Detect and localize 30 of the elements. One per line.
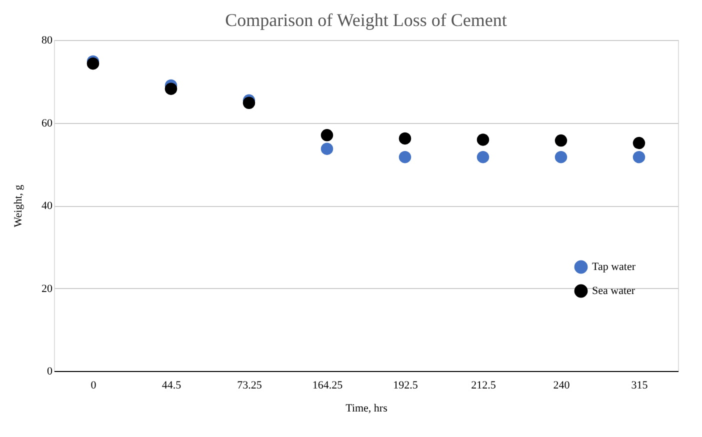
chart-title: Comparison of Weight Loss of Cement	[225, 10, 507, 30]
point	[632, 150, 646, 164]
point	[476, 150, 490, 164]
point	[164, 82, 178, 95]
point	[320, 142, 334, 155]
point	[476, 134, 490, 146]
point	[554, 134, 568, 147]
point	[242, 96, 256, 109]
y-tick-label: 0	[47, 366, 53, 378]
x-tick-label: 73.25	[237, 380, 262, 392]
x-axis-title: Time, hrs	[346, 402, 388, 414]
point	[398, 132, 412, 145]
legend-label: Tap water	[592, 261, 636, 273]
x-tick-label: 315	[631, 380, 648, 392]
y-tick-label: 80	[42, 34, 53, 46]
point	[320, 129, 334, 142]
point	[398, 150, 412, 164]
x-tick-label: 192.5	[393, 380, 418, 392]
y-axis-title: Weight, g	[12, 184, 24, 228]
point	[632, 136, 646, 150]
y-tick-label: 40	[42, 200, 53, 212]
y-tick-label: 60	[42, 117, 53, 130]
x-tick-label: 240	[553, 380, 570, 392]
y-tick-label: 20	[42, 282, 53, 295]
x-tick-label: 44.5	[162, 380, 182, 392]
x-tick-label: 0	[90, 380, 97, 392]
point	[554, 150, 568, 164]
x-tick-label: 164.25	[312, 380, 344, 392]
x-tick-label: 212.5	[471, 380, 496, 392]
legend-label: Sea water	[592, 285, 636, 297]
